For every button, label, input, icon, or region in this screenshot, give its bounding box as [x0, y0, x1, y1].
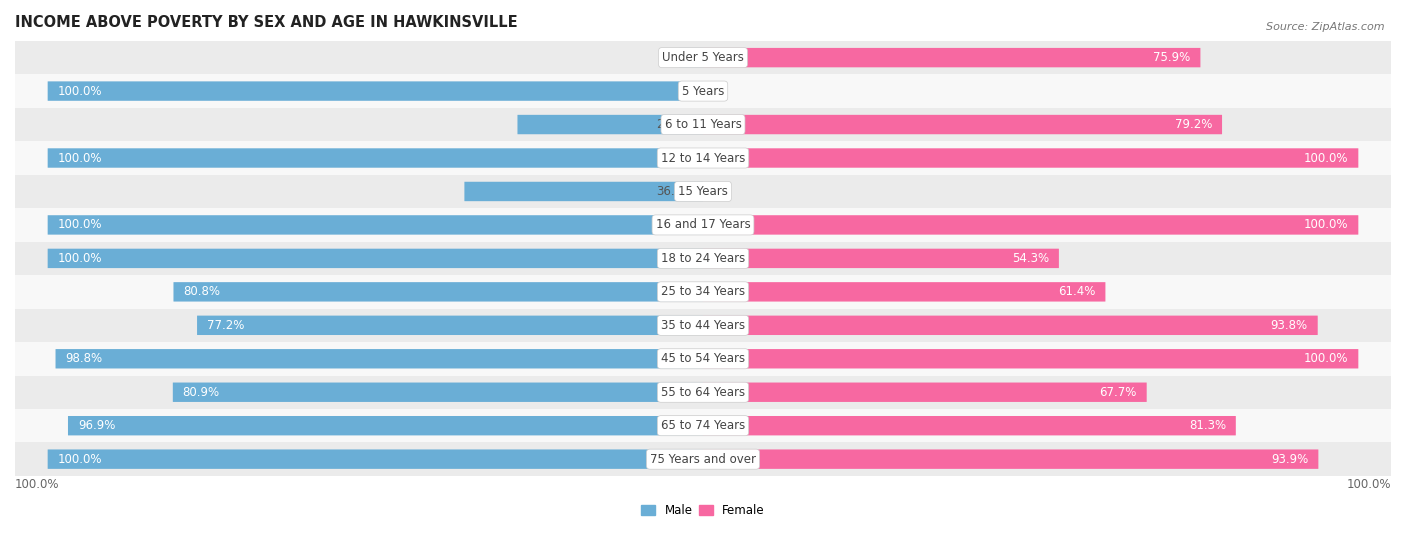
- Bar: [15, 442, 1391, 476]
- Text: 6 to 11 Years: 6 to 11 Years: [665, 118, 741, 131]
- Text: Under 5 Years: Under 5 Years: [662, 51, 744, 64]
- Text: 15 Years: 15 Years: [678, 185, 728, 198]
- FancyBboxPatch shape: [67, 416, 703, 435]
- Text: 16 and 17 Years: 16 and 17 Years: [655, 219, 751, 231]
- Text: 100.0%: 100.0%: [58, 453, 103, 466]
- Bar: [15, 275, 1391, 309]
- Bar: [15, 342, 1391, 376]
- Text: 100.0%: 100.0%: [1303, 352, 1348, 365]
- FancyBboxPatch shape: [703, 148, 1358, 168]
- Text: 100.0%: 100.0%: [1347, 477, 1391, 491]
- FancyBboxPatch shape: [679, 48, 703, 67]
- Bar: [15, 208, 1391, 241]
- Text: 75 Years and over: 75 Years and over: [650, 453, 756, 466]
- Text: 36.4%: 36.4%: [657, 185, 693, 198]
- FancyBboxPatch shape: [703, 449, 1319, 469]
- FancyBboxPatch shape: [48, 215, 703, 235]
- FancyBboxPatch shape: [703, 249, 1059, 268]
- Text: 100.0%: 100.0%: [1303, 219, 1348, 231]
- Bar: [15, 141, 1391, 175]
- Text: 93.9%: 93.9%: [1271, 453, 1309, 466]
- Bar: [15, 241, 1391, 275]
- Text: 77.2%: 77.2%: [207, 319, 245, 332]
- FancyBboxPatch shape: [464, 182, 703, 201]
- FancyBboxPatch shape: [173, 382, 703, 402]
- Bar: [15, 376, 1391, 409]
- Text: 5 Years: 5 Years: [682, 84, 724, 98]
- Text: 81.3%: 81.3%: [1188, 419, 1226, 432]
- FancyBboxPatch shape: [55, 349, 703, 368]
- Text: 61.4%: 61.4%: [1059, 285, 1095, 299]
- Text: 3.7%: 3.7%: [664, 51, 693, 64]
- Text: 100.0%: 100.0%: [15, 477, 59, 491]
- Text: 79.2%: 79.2%: [1175, 118, 1212, 131]
- Text: 45 to 54 Years: 45 to 54 Years: [661, 352, 745, 365]
- Text: 96.9%: 96.9%: [77, 419, 115, 432]
- FancyBboxPatch shape: [703, 282, 1105, 301]
- FancyBboxPatch shape: [48, 82, 703, 101]
- FancyBboxPatch shape: [703, 382, 1147, 402]
- Text: 80.8%: 80.8%: [183, 285, 221, 299]
- FancyBboxPatch shape: [197, 316, 703, 335]
- Text: 80.9%: 80.9%: [183, 386, 219, 399]
- Legend: Male, Female: Male, Female: [637, 500, 769, 522]
- Bar: [15, 41, 1391, 74]
- Text: 54.3%: 54.3%: [1012, 252, 1049, 265]
- FancyBboxPatch shape: [173, 282, 703, 301]
- FancyBboxPatch shape: [48, 449, 703, 469]
- Text: 35 to 44 Years: 35 to 44 Years: [661, 319, 745, 332]
- FancyBboxPatch shape: [703, 115, 1222, 134]
- FancyBboxPatch shape: [703, 349, 1358, 368]
- Bar: [15, 108, 1391, 141]
- FancyBboxPatch shape: [48, 249, 703, 268]
- Text: 18 to 24 Years: 18 to 24 Years: [661, 252, 745, 265]
- Text: Source: ZipAtlas.com: Source: ZipAtlas.com: [1267, 22, 1385, 32]
- Text: 100.0%: 100.0%: [58, 219, 103, 231]
- Bar: [15, 74, 1391, 108]
- Text: 55 to 64 Years: 55 to 64 Years: [661, 386, 745, 399]
- Bar: [15, 175, 1391, 208]
- Text: 100.0%: 100.0%: [58, 84, 103, 98]
- Text: 98.8%: 98.8%: [66, 352, 103, 365]
- FancyBboxPatch shape: [703, 48, 1201, 67]
- Bar: [15, 309, 1391, 342]
- Text: 75.9%: 75.9%: [1153, 51, 1191, 64]
- Text: INCOME ABOVE POVERTY BY SEX AND AGE IN HAWKINSVILLE: INCOME ABOVE POVERTY BY SEX AND AGE IN H…: [15, 15, 517, 30]
- Text: 28.3%: 28.3%: [657, 118, 693, 131]
- Text: 25 to 34 Years: 25 to 34 Years: [661, 285, 745, 299]
- Text: 100.0%: 100.0%: [58, 151, 103, 164]
- Text: 12 to 14 Years: 12 to 14 Years: [661, 151, 745, 164]
- FancyBboxPatch shape: [703, 316, 1317, 335]
- FancyBboxPatch shape: [48, 148, 703, 168]
- Text: 67.7%: 67.7%: [1099, 386, 1137, 399]
- Text: 100.0%: 100.0%: [58, 252, 103, 265]
- FancyBboxPatch shape: [703, 215, 1358, 235]
- FancyBboxPatch shape: [703, 416, 1236, 435]
- Bar: [15, 409, 1391, 442]
- Text: 100.0%: 100.0%: [1303, 151, 1348, 164]
- Text: 93.8%: 93.8%: [1271, 319, 1308, 332]
- FancyBboxPatch shape: [517, 115, 703, 134]
- Text: 65 to 74 Years: 65 to 74 Years: [661, 419, 745, 432]
